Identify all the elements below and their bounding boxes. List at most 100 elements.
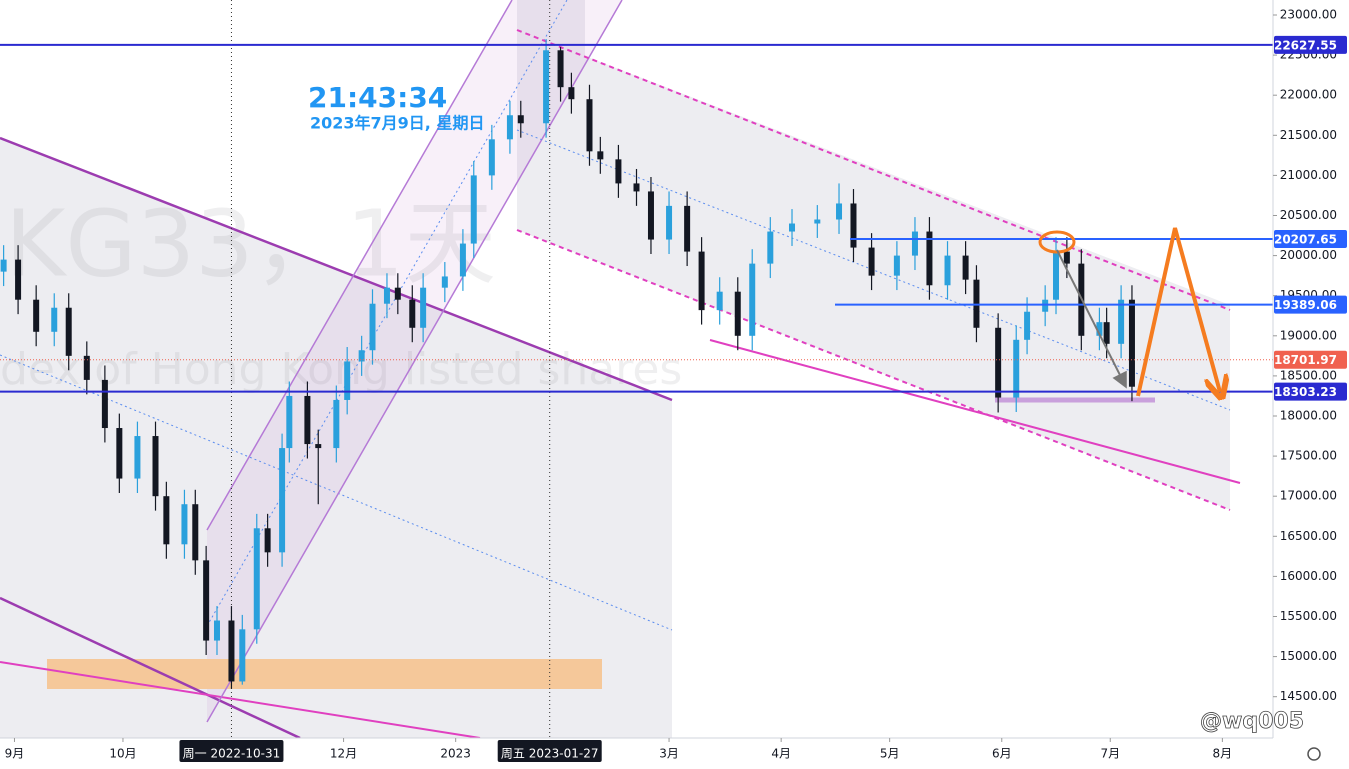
clock: 21:43:34 — [308, 81, 447, 114]
candle-body — [286, 395, 293, 449]
candle-body — [279, 448, 286, 553]
trend-line — [709, 339, 1241, 484]
price-tag-label: 20207.65 — [1274, 232, 1337, 246]
candle-body — [597, 151, 604, 160]
candle-body — [15, 259, 22, 300]
trend-line — [0, 136, 673, 402]
price-tag — [1274, 35, 1347, 54]
candle-body — [911, 231, 918, 256]
candle-body — [134, 436, 141, 479]
candle-body — [850, 203, 857, 248]
x-tick-label: 6月 — [992, 747, 1012, 761]
candle-body — [192, 504, 199, 561]
plot-area: KG33，1天 dex of Hong Kong listed shares — [0, 0, 1241, 738]
candle-body — [995, 327, 1002, 398]
candle-body — [749, 263, 756, 336]
x-tick-label: 12月 — [330, 747, 357, 761]
crosshair-label: 周五 2023-01-27 — [501, 747, 599, 761]
trend-line — [0, 596, 301, 738]
candle-body — [1063, 251, 1070, 264]
watermark-subtitle: dex of Hong Kong listed shares — [0, 344, 682, 395]
candle-body — [358, 350, 365, 362]
price-tag-label: 22627.55 — [1274, 38, 1337, 52]
candle-body — [1096, 322, 1103, 336]
candle-body — [789, 223, 796, 232]
candle-body — [1013, 339, 1020, 398]
y-tick-label: 17000.00 — [1280, 489, 1337, 503]
settings-icon — [1307, 747, 1321, 761]
channel-line — [206, 0, 623, 723]
price-tag — [1274, 350, 1347, 369]
candle-body — [33, 299, 40, 332]
channel-line — [516, 29, 1231, 311]
price-tag-label: 19389.06 — [1274, 298, 1337, 312]
candle-body — [647, 191, 654, 240]
candle-body — [698, 251, 705, 311]
candle-body — [264, 528, 271, 553]
y-tick-label: 20500.00 — [1280, 208, 1337, 222]
x-tick-label: 10月 — [109, 747, 136, 761]
candle-body — [181, 504, 188, 545]
y-tick-label: 16500.00 — [1280, 529, 1337, 543]
price-tag-label: 18701.97 — [1274, 353, 1337, 367]
y-tick-label: 18000.00 — [1280, 408, 1337, 422]
trend-line — [0, 661, 481, 738]
candle-body — [926, 231, 933, 286]
candle-body — [814, 219, 821, 224]
candle-body — [239, 629, 246, 682]
candle-body — [304, 395, 311, 445]
channel-line — [206, 0, 513, 531]
x-tick-label: 3月 — [659, 747, 679, 761]
candle-body — [615, 159, 622, 184]
candle-body — [228, 620, 235, 682]
candle-body — [315, 444, 322, 449]
candle-body — [369, 303, 376, 351]
date-text: 2023年7月9日, 星期日 — [310, 114, 484, 133]
candle-body — [1103, 322, 1110, 344]
candle-body — [213, 620, 220, 641]
y-tick-label: 16000.00 — [1280, 569, 1337, 583]
y-tick-label: 21000.00 — [1280, 168, 1337, 182]
candle-body — [83, 355, 90, 380]
x-tick-label: 8月 — [1213, 747, 1233, 761]
y-tick-label: 22000.00 — [1280, 88, 1337, 102]
candle-body — [441, 276, 448, 288]
x-tick-label: 4月 — [771, 747, 791, 761]
x-tick-label: 9月 — [5, 747, 25, 761]
channel-line — [516, 229, 1231, 511]
candle-body — [1118, 299, 1125, 344]
candle-body — [65, 307, 72, 356]
candle-body — [116, 428, 123, 479]
candle-body — [51, 307, 58, 332]
candle-body — [633, 183, 640, 192]
candle-body — [1128, 299, 1135, 387]
candle-body — [203, 560, 210, 641]
candle-body — [488, 139, 495, 176]
y-tick-label: 19000.00 — [1280, 328, 1337, 342]
y-tick-label: 15500.00 — [1280, 609, 1337, 623]
candle-body — [684, 205, 691, 252]
candle-body — [543, 50, 550, 124]
candle-body — [394, 287, 401, 300]
candle-body — [0, 259, 7, 272]
x-tick-label: 2023 — [440, 747, 471, 761]
crosshair-label: 周一 2022-10-31 — [183, 747, 281, 761]
candle-body — [586, 99, 593, 152]
y-tick-label: 18500.00 — [1280, 368, 1337, 382]
candle-body — [152, 436, 159, 497]
candle-body — [1042, 299, 1049, 312]
y-tick-label: 20000.00 — [1280, 248, 1337, 262]
candle-body — [517, 115, 524, 124]
candle-body — [459, 243, 466, 277]
price-tag — [1274, 382, 1347, 401]
candle-body — [420, 287, 427, 328]
candle-body — [836, 203, 843, 220]
price-tag — [1274, 295, 1347, 314]
y-tick-label: 15000.00 — [1280, 649, 1337, 663]
candle-body — [101, 379, 108, 429]
candle-body — [506, 115, 513, 140]
candle-body — [344, 361, 351, 400]
candle-body — [767, 231, 774, 264]
candle-body — [734, 291, 741, 336]
candle-body — [716, 291, 723, 311]
